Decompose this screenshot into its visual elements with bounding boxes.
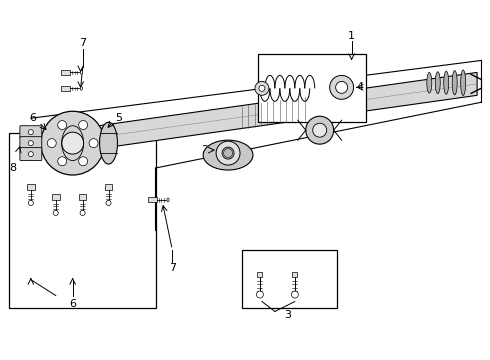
Circle shape [89,139,98,148]
Bar [258,54,366,122]
Circle shape [28,152,33,157]
Circle shape [216,141,240,165]
Text: 5: 5 [115,113,122,123]
Circle shape [259,85,265,91]
Circle shape [306,116,334,144]
Circle shape [58,121,67,130]
Bar [79,194,86,200]
Ellipse shape [452,71,457,95]
Text: 2: 2 [201,145,209,155]
Text: 7: 7 [79,37,86,48]
Circle shape [80,210,85,216]
Circle shape [313,123,327,137]
Text: 7: 7 [169,263,176,273]
Ellipse shape [435,72,440,94]
Bar [9,133,156,307]
Circle shape [255,81,269,95]
FancyBboxPatch shape [20,137,42,150]
Circle shape [28,201,33,206]
Circle shape [256,291,264,298]
FancyBboxPatch shape [148,197,157,202]
Ellipse shape [203,140,253,170]
Circle shape [78,121,88,130]
Circle shape [28,141,33,146]
Ellipse shape [427,72,432,93]
Ellipse shape [167,198,169,202]
Text: 8: 8 [9,163,17,173]
FancyBboxPatch shape [20,126,42,139]
Circle shape [292,291,298,298]
Circle shape [106,201,111,206]
Text: 3: 3 [284,310,292,320]
FancyBboxPatch shape [20,148,42,161]
Bar [27,184,35,190]
Circle shape [41,111,104,175]
Circle shape [62,132,84,154]
Text: 1: 1 [348,31,355,41]
Text: 6: 6 [29,113,36,123]
Text: 6: 6 [69,298,76,309]
Circle shape [78,157,88,166]
Ellipse shape [80,71,82,74]
Bar [52,194,60,200]
Circle shape [58,157,67,166]
Polygon shape [53,72,477,155]
Circle shape [47,139,56,148]
Circle shape [222,147,234,159]
Bar [242,250,337,307]
Circle shape [336,81,347,93]
FancyBboxPatch shape [61,70,70,75]
Ellipse shape [444,71,449,94]
Bar [293,272,297,276]
Circle shape [53,210,58,216]
Text: 4: 4 [356,82,363,93]
Bar [105,184,112,190]
Ellipse shape [80,86,82,90]
Ellipse shape [461,70,465,95]
Circle shape [28,130,33,135]
Circle shape [330,75,354,99]
FancyBboxPatch shape [61,86,70,91]
Bar [257,272,263,276]
Ellipse shape [99,122,118,164]
